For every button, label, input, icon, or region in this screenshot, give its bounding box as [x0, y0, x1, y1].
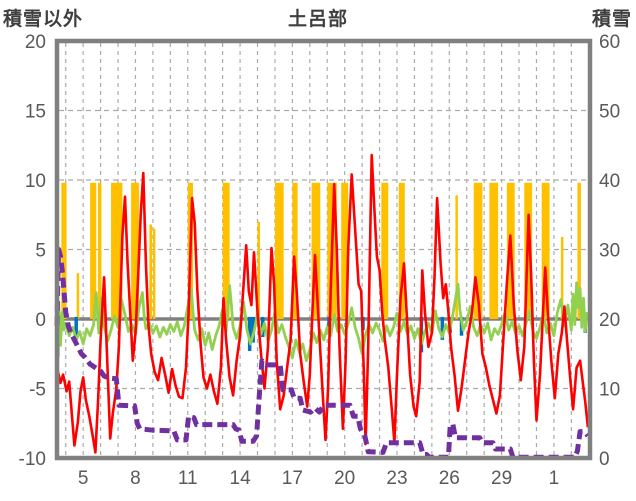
right-axis-tick: 0 [599, 449, 610, 470]
orange-bar [76, 273, 80, 319]
left-axis-tick: 0 [35, 310, 46, 331]
x-axis-tick: 14 [230, 468, 252, 489]
left-axis-tick: 10 [25, 171, 46, 192]
x-axis-tick: 29 [491, 468, 512, 489]
x-axis-tick: 5 [78, 468, 89, 489]
plot-frame [54, 38, 593, 461]
orange-bar [61, 182, 67, 319]
orange-bar [560, 236, 564, 319]
x-axis-tick: 1 [549, 468, 560, 489]
x-axis-tick: 23 [386, 468, 407, 489]
orange-bar [257, 221, 261, 319]
left-axis-tick: 15 [25, 102, 46, 123]
left-axis-tick: -10 [19, 449, 46, 470]
orange-bar [341, 182, 349, 319]
left-axis-tick: 5 [35, 241, 46, 262]
x-axis-tick: 17 [282, 468, 303, 489]
orange-bar [97, 182, 102, 319]
x-axis-tick: 20 [334, 468, 355, 489]
x-axis-tick: 8 [130, 468, 141, 489]
orange-bar [131, 182, 139, 319]
orange-bar [90, 182, 97, 319]
chart-title: 土呂部 [287, 9, 348, 30]
orange-bar [149, 224, 153, 319]
right-axis-title: 積雪 [591, 9, 632, 30]
orange-bar [111, 182, 123, 319]
right-axis-tick: 30 [599, 241, 620, 262]
right-axis-tick: 20 [599, 310, 620, 331]
orange-bar [274, 182, 284, 319]
orange-bar [489, 182, 499, 319]
left-axis-title: 積雪以外 [3, 9, 84, 30]
red-line-series [55, 153, 590, 454]
orange-bar [473, 182, 483, 319]
x-axis-tick: 11 [178, 468, 198, 489]
right-axis-tick: 50 [599, 102, 620, 123]
left-axis-tick: -5 [29, 380, 46, 401]
orange-bar [398, 182, 405, 319]
orange-bar [381, 182, 389, 319]
right-axis-tick: 10 [599, 380, 620, 401]
purple-snow-depth-series [54, 247, 590, 460]
orange-bar [222, 182, 230, 319]
right-axis-tick: 60 [599, 32, 620, 53]
orange-bar [455, 195, 458, 319]
orange-bar [311, 182, 321, 319]
left-axis-tick: 20 [25, 32, 46, 53]
orange-bar [292, 182, 298, 319]
orange-bar [577, 182, 581, 319]
orange-bar [541, 182, 550, 319]
right-axis-tick: 40 [599, 171, 620, 192]
x-axis-tick: 26 [439, 468, 460, 489]
orange-bar [152, 228, 156, 319]
